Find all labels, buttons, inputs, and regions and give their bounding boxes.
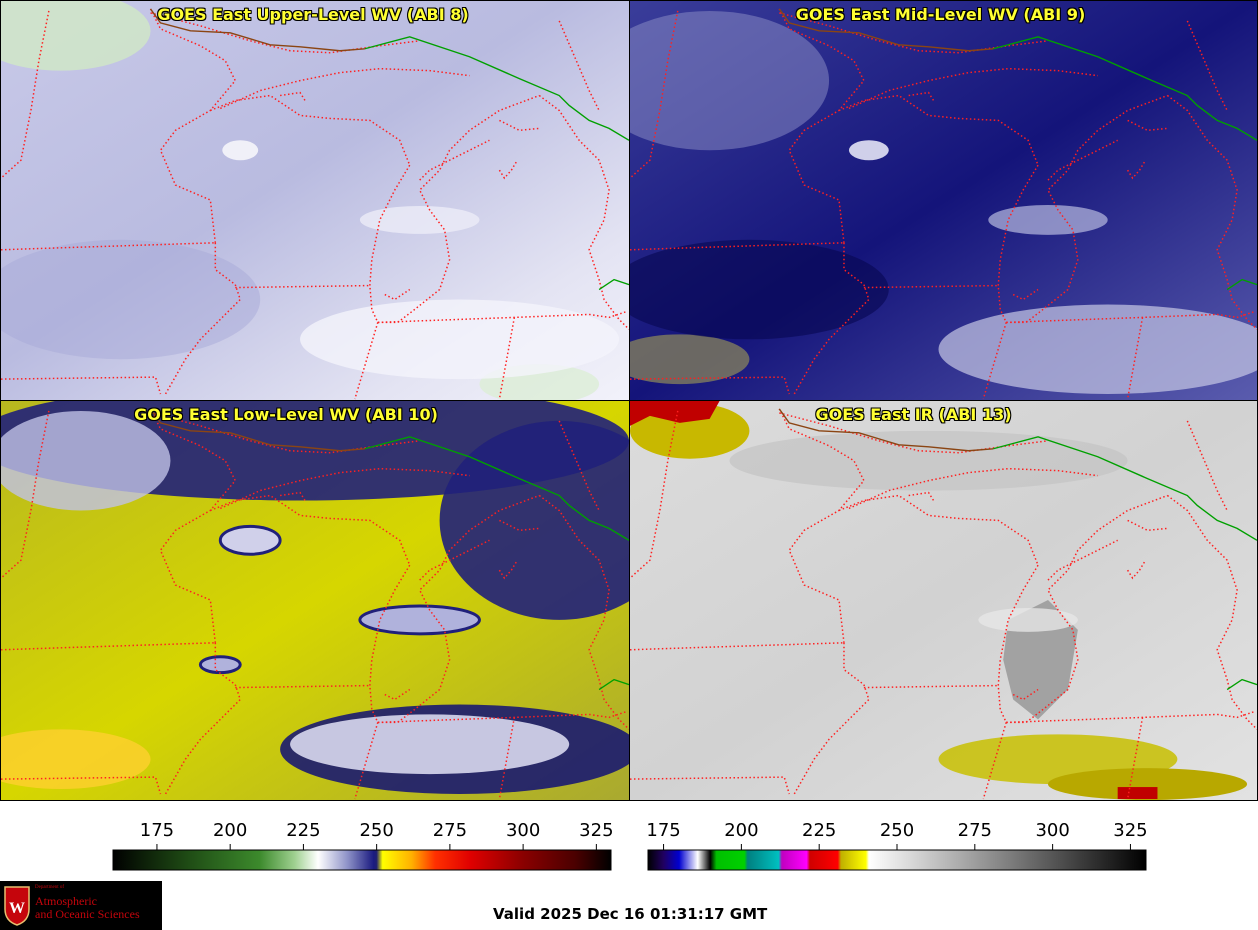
colorbar-tick-label: 250	[359, 820, 393, 841]
panel-title: GOES East Low-Level WV (ABI 10)	[134, 405, 438, 424]
ir-image	[630, 401, 1257, 800]
logo-line-2: and Oceanic Sciences	[35, 907, 140, 921]
water-vapor-colorbar: 175 200 225 250 275 300 325	[100, 812, 625, 874]
panel-title: GOES East Upper-Level WV (ABI 8)	[157, 5, 469, 24]
mid-level-wv-image	[630, 1, 1257, 400]
panel-title: GOES East Mid-Level WV (ABI 9)	[795, 5, 1086, 24]
colorbar-tick-label: 175	[140, 820, 174, 841]
uw-crest-icon: W	[4, 886, 30, 926]
panel-title: GOES East IR (ABI 13)	[815, 405, 1012, 424]
colorbar-tick-label: 325	[1113, 820, 1147, 841]
panel-upper-level-wv: GOES East Upper-Level WV (ABI 8)	[0, 0, 630, 401]
panel-low-level-wv: GOES East Low-Level WV (ABI 10)	[0, 400, 630, 801]
colorbar-tick-label: 250	[880, 820, 914, 841]
colorbar-tick-label: 275	[958, 820, 992, 841]
low-level-wv-image	[1, 401, 629, 800]
colorbar-tick-label: 300	[1035, 820, 1069, 841]
aos-logo: W Department of Atmospheric and Oceanic …	[0, 881, 162, 930]
colorbar-tick-label: 200	[724, 820, 758, 841]
colorbar-tick-label: 325	[579, 820, 613, 841]
colorbar-tick-label: 225	[286, 820, 320, 841]
upper-level-wv-image	[1, 1, 629, 400]
logo-line-1: Atmospheric	[35, 894, 97, 908]
valid-time: Valid 2025 Dec 16 01:31:17 GMT	[493, 905, 768, 923]
colorbar-tick-label: 275	[433, 820, 467, 841]
colorbar-tick-label: 175	[646, 820, 680, 841]
panel-ir: GOES East IR (ABI 13)	[629, 400, 1258, 801]
ir-colorbar: 175 200 225 250 275 300 325	[636, 812, 1161, 874]
colorbar-tick-label: 200	[213, 820, 247, 841]
panel-mid-level-wv: GOES East Mid-Level WV (ABI 9)	[629, 0, 1258, 401]
logo-department: Department of	[35, 885, 65, 890]
colorbar-tick-label: 300	[506, 820, 540, 841]
svg-text:W: W	[9, 900, 25, 917]
colorbar-tick-label: 225	[802, 820, 836, 841]
